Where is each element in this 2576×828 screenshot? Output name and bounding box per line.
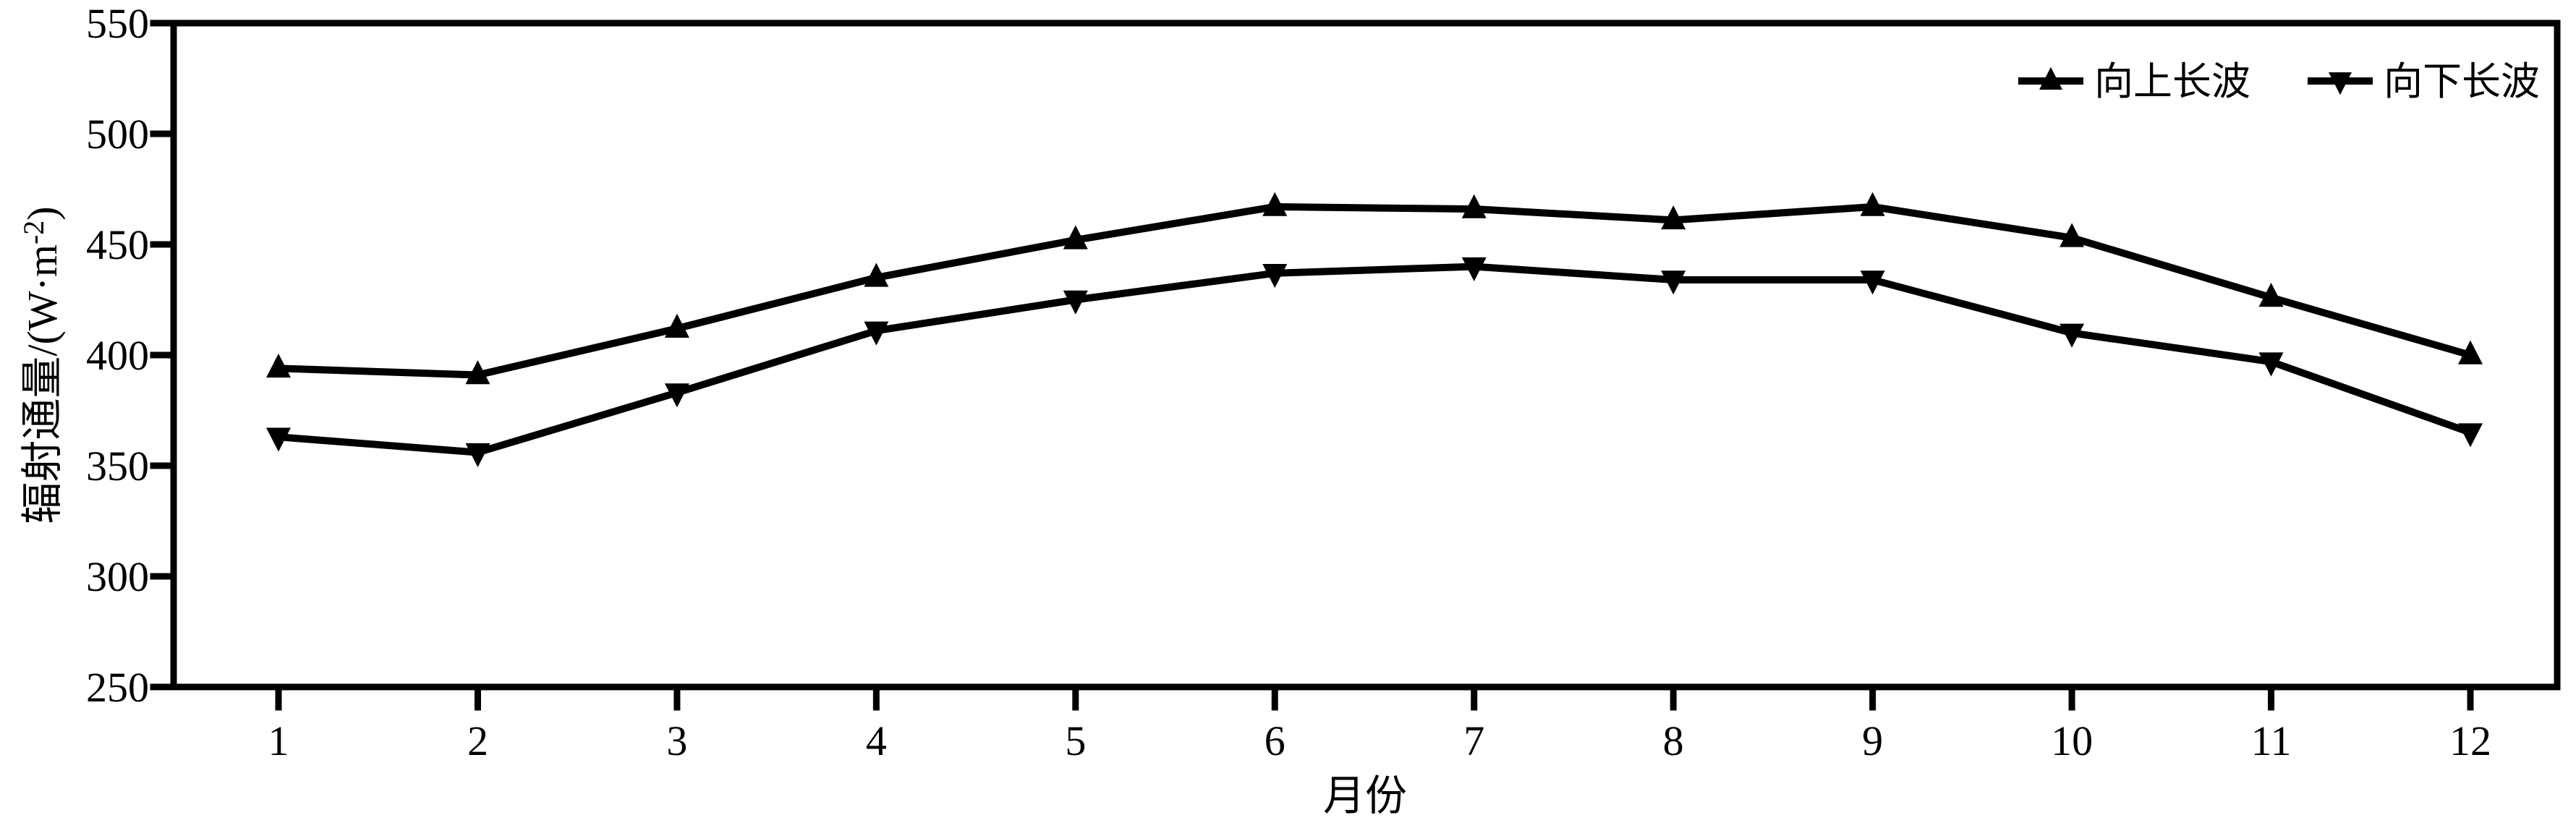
data-point-marker — [465, 360, 490, 385]
x-tick-label: 11 — [2251, 717, 2292, 764]
y-tick-label: 500 — [86, 111, 149, 158]
x-tick-label: 5 — [1065, 717, 1086, 764]
x-tick-label: 12 — [2449, 717, 2491, 764]
data-point-marker — [1661, 270, 1686, 295]
data-point-marker — [1262, 264, 1288, 289]
data-point-marker — [465, 443, 490, 468]
legend-item-upward: 向上长波 — [2018, 60, 2250, 103]
y-axis-title: 辐射通量/(W·m-2) — [17, 206, 66, 524]
y-tick-label: 300 — [86, 553, 149, 600]
x-tick-label: 4 — [866, 717, 887, 764]
y-tick-label: 250 — [86, 664, 149, 711]
data-point-marker — [864, 321, 889, 346]
series-downward-longwave — [266, 257, 2483, 468]
data-point-marker — [266, 427, 291, 452]
series-upward-longwave — [266, 192, 2483, 385]
x-tick-label: 1 — [268, 717, 289, 764]
data-point-marker — [1461, 194, 1487, 218]
data-point-marker — [864, 263, 889, 287]
data-point-marker — [1063, 225, 1088, 249]
data-point-marker — [266, 353, 291, 378]
data-point-marker — [664, 313, 689, 338]
legend-label: 向上长波 — [2094, 60, 2250, 103]
y-tick-label: 350 — [86, 443, 149, 490]
data-point-marker — [2059, 223, 2085, 247]
series-upward-longwave-line — [275, 202, 2474, 379]
data-point-marker — [1860, 192, 1885, 216]
y-tick-label: 450 — [86, 221, 149, 268]
plot-frame — [170, 20, 2561, 691]
data-point-marker — [1063, 290, 1088, 315]
legend-label: 向下长波 — [2384, 60, 2540, 103]
data-point-marker — [2258, 352, 2284, 377]
data-point-marker — [2258, 283, 2284, 307]
legend: 向上长波 向下长波 — [2018, 60, 2540, 103]
x-tick-label: 2 — [467, 717, 488, 764]
y-axis-title-group: 辐射通量/(W·m-2) — [17, 206, 66, 524]
y-tick-label: 400 — [86, 332, 149, 379]
data-point-marker — [1262, 192, 1288, 216]
data-point-marker — [664, 383, 689, 408]
y-tick-label: 550 — [86, 0, 149, 47]
legend-marker-triangle-down — [2329, 72, 2352, 95]
x-tick-label: 3 — [666, 717, 687, 764]
legend-item-downward: 向下长波 — [2308, 60, 2540, 103]
data-point-marker — [1860, 270, 1885, 295]
x-axis-title: 月份 — [1323, 772, 1407, 819]
data-point-marker — [1661, 205, 1686, 230]
x-tick-label: 7 — [1463, 717, 1484, 764]
data-point-marker — [2458, 340, 2483, 364]
data-point-marker — [1461, 257, 1487, 281]
x-tick-label: 10 — [2051, 717, 2093, 764]
data-point-marker — [2458, 423, 2483, 448]
data-point-marker — [2059, 323, 2085, 348]
legend-marker-triangle-up — [2039, 67, 2062, 90]
x-tick-label: 9 — [1862, 717, 1883, 764]
x-tick-label: 8 — [1663, 717, 1684, 764]
series-downward-longwave-line — [275, 263, 2474, 456]
x-tick-label: 6 — [1264, 717, 1285, 764]
